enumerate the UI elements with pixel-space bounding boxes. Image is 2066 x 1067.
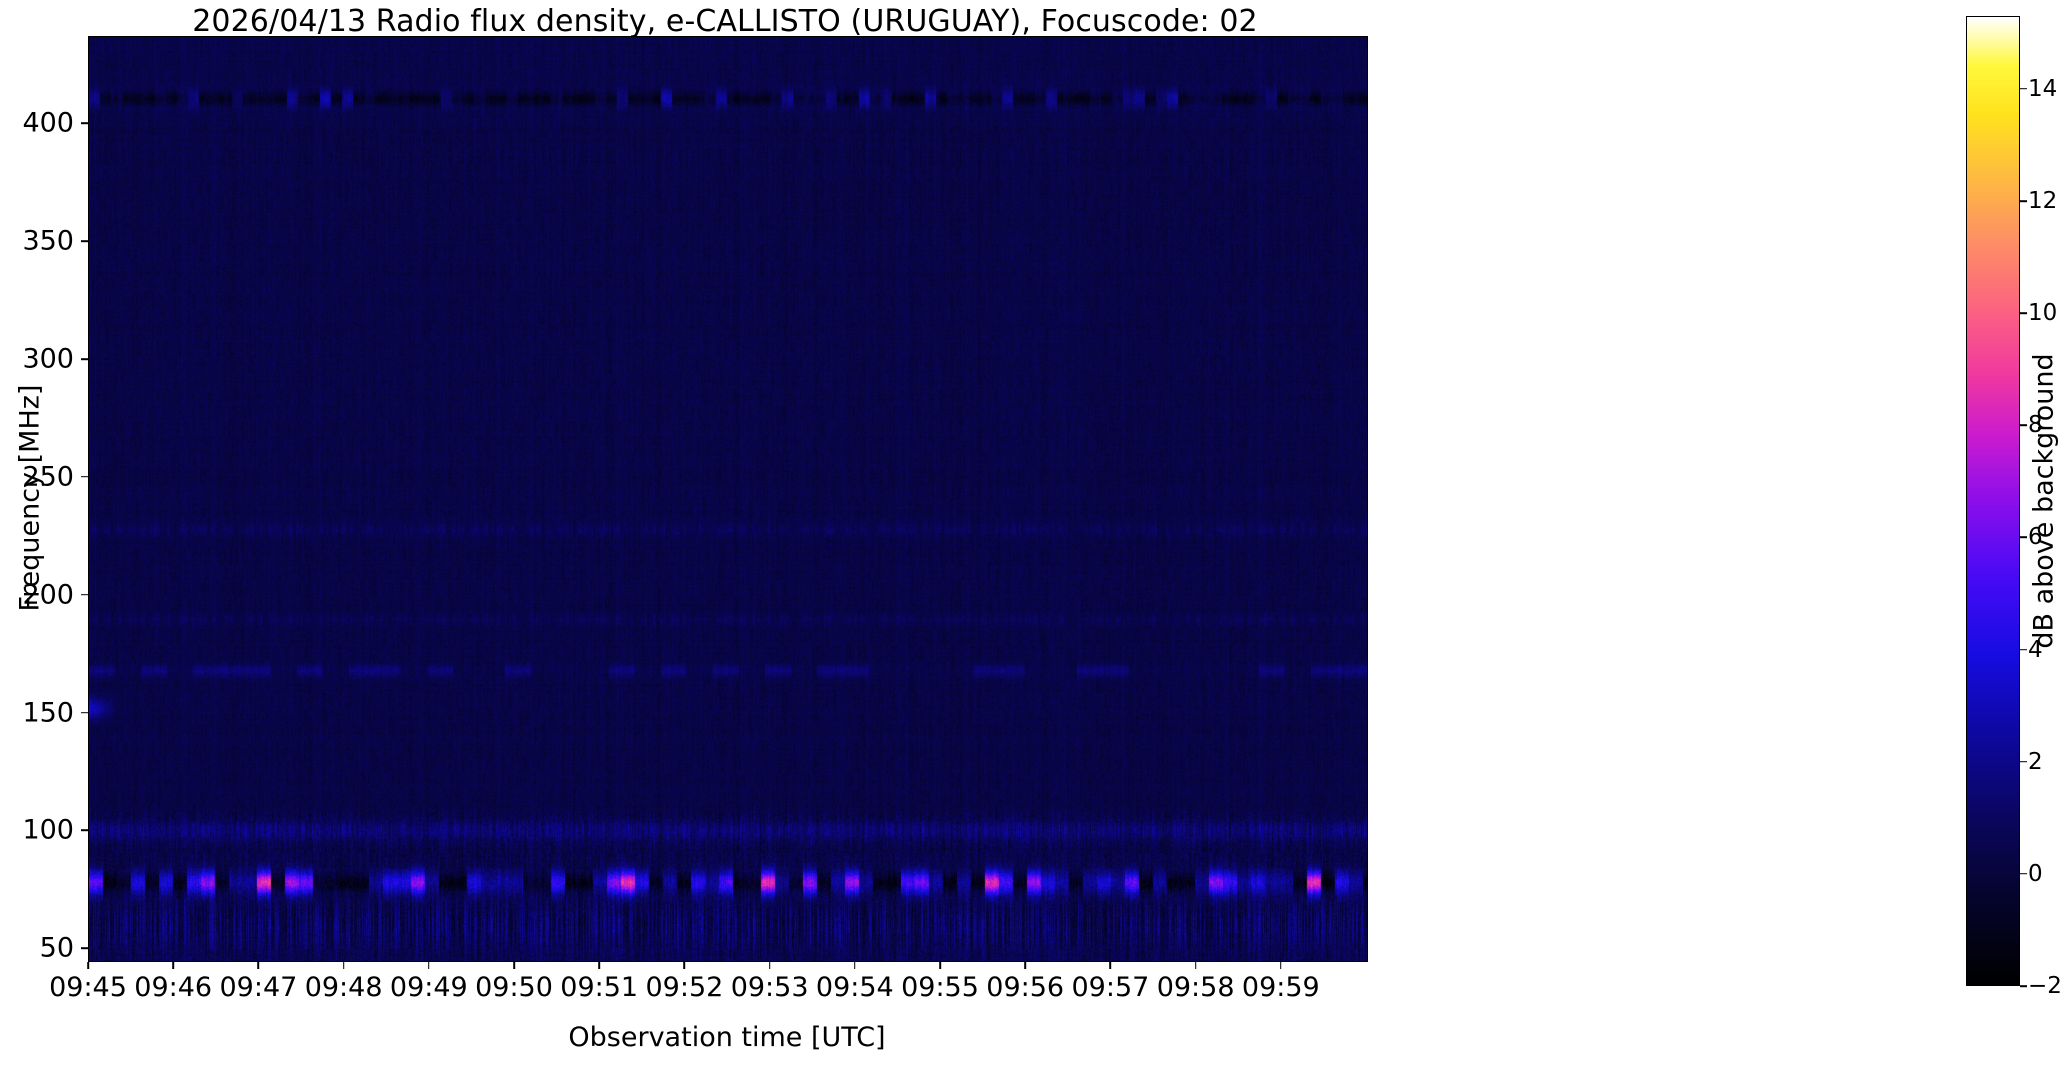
x-axis: 09:45 09:46 09:47 09:48 09:49 09:50 09:51 09:52…	[49, 962, 1368, 1012]
x-tick-label: 09:57	[1071, 972, 1150, 1003]
colorbar-tick-mark	[2020, 873, 2027, 875]
y-tick-label: 100	[22, 814, 74, 846]
x-tick-label: 09:46	[134, 972, 213, 1003]
x-tick-label: 09:49	[389, 972, 468, 1003]
x-tick-label: 09:53	[730, 972, 809, 1003]
colorbar-tick-label: 8	[2028, 412, 2043, 439]
y-tick-mark	[81, 358, 88, 360]
x-axis-label: Observation time [UTC]	[568, 1022, 886, 1053]
x-tick-mark	[768, 962, 771, 969]
colorbar-tick-label: 14	[2028, 75, 2058, 102]
x-tick-label: 09:55	[901, 972, 979, 1003]
x-tick-label: 09:45	[49, 972, 127, 1003]
x-tick-mark	[172, 962, 174, 969]
x-tick-mark	[939, 962, 941, 969]
colorbar-tick-mark	[2020, 312, 2027, 314]
y-axis: 50 100 150 200 250 300 350 400	[0, 36, 88, 964]
x-tick-mark	[428, 962, 430, 969]
x-tick-label: 09:58	[1156, 972, 1235, 1003]
y-tick-label: 350	[22, 225, 74, 257]
y-tick-mark	[81, 593, 88, 596]
x-tick-mark	[1109, 962, 1112, 969]
x-tick-label: 09:48	[304, 972, 383, 1003]
x-tick-mark	[87, 962, 89, 969]
spectrogram-image[interactable]	[89, 37, 1367, 961]
y-tick-label: 150	[22, 697, 74, 728]
colorbar-label: dB above background	[2028, 353, 2060, 649]
colorbar-tick-mark	[2020, 88, 2027, 90]
x-tick-mark	[1194, 962, 1197, 969]
x-tick-label: 09:50	[475, 972, 553, 1003]
y-tick-mark	[81, 122, 88, 124]
y-tick-mark	[81, 475, 88, 478]
y-tick-label: 250	[22, 461, 74, 493]
x-tick-mark	[1024, 962, 1026, 969]
x-tick-mark	[1280, 962, 1282, 969]
y-tick-mark	[81, 240, 88, 242]
colorbar-tick-label: −2	[2028, 973, 2062, 999]
colorbar-tick-label: 0	[2028, 860, 2043, 887]
y-tick-label: 50	[39, 932, 74, 964]
page-title: 2026/04/13 Radio flux density, e-CALLIST…	[192, 4, 1258, 39]
x-tick-label: 09:56	[986, 972, 1065, 1003]
x-tick-mark	[854, 962, 856, 969]
y-tick-label: 300	[22, 343, 74, 375]
y-tick-label: 400	[22, 107, 74, 139]
y-tick-mark	[81, 947, 88, 949]
colorbar-tick-mark	[2020, 985, 2027, 987]
x-tick-label: 09:54	[815, 972, 894, 1003]
y-tick-mark	[81, 829, 88, 832]
colorbar-tick-mark	[2020, 424, 2027, 427]
colorbar-tick-label: 10	[2028, 300, 2058, 327]
x-tick-label: 09:51	[560, 972, 639, 1003]
x-tick-label: 09:47	[219, 972, 298, 1003]
x-tick-label: 09:52	[645, 972, 724, 1003]
plot-area[interactable]	[88, 36, 1368, 962]
x-tick-mark	[257, 962, 260, 969]
colorbar-tick-label: 12	[2028, 188, 2058, 215]
colorbar-tick-mark	[2020, 760, 2027, 763]
x-tick-mark	[683, 962, 686, 969]
x-tick-mark	[513, 962, 515, 969]
colorbar-tick-label: 6	[2028, 524, 2043, 551]
y-tick-label: 200	[22, 579, 74, 611]
colorbar-tick-label: 4	[2028, 636, 2043, 663]
colorbar-tick-mark	[2020, 536, 2027, 539]
colorbar-tick-mark	[2020, 200, 2027, 202]
x-tick-mark	[598, 962, 600, 969]
y-tick-mark	[81, 711, 88, 714]
x-tick-label: 09:59	[1241, 972, 1320, 1003]
colorbar-tick-label: 2	[2028, 748, 2043, 775]
colorbar[interactable]: −2 0 2 4 6 8 10 12 14	[1966, 16, 2062, 999]
colorbar-tick-mark	[2020, 648, 2027, 651]
x-tick-mark	[342, 962, 345, 969]
y-axis-label: Frequency [MHz]	[14, 384, 46, 612]
colorbar-gradient	[1966, 16, 2020, 986]
